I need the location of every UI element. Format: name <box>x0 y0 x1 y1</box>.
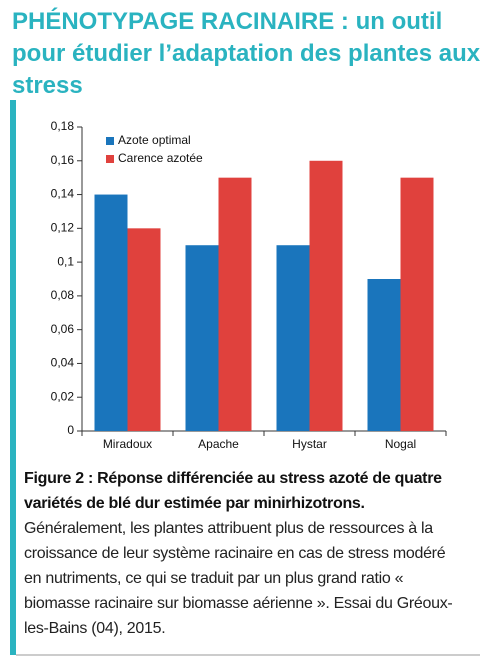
caption: Figure 2 : Réponse différenciée au stres… <box>24 466 464 641</box>
title-lead: PHÉNOTYPAGE RACINAIRE : <box>12 8 349 35</box>
y-tick-label: 0,16 <box>51 153 75 167</box>
bar <box>94 194 128 431</box>
title-rest: un outil pour étudier l’adaptation des p… <box>12 8 481 99</box>
caption-text: Généralement, les plantes attribuent plu… <box>24 520 453 637</box>
x-tick-label: Miradoux <box>103 437 152 451</box>
bar <box>367 279 401 431</box>
bar <box>127 228 161 431</box>
y-tick-label: 0 <box>67 423 74 437</box>
y-tick-label: 0,1 <box>57 254 74 268</box>
bar <box>185 245 219 431</box>
x-tick-label: Apache <box>198 437 239 451</box>
title: PHÉNOTYPAGE RACINAIRE : un outil pour ét… <box>12 6 484 102</box>
caption-label: Figure 2 : <box>24 470 94 487</box>
y-tick-label: 0,02 <box>51 389 75 403</box>
bar <box>276 245 310 431</box>
bar <box>309 160 343 431</box>
y-tick-label: 0,08 <box>51 288 75 302</box>
legend-label: Carence azotée <box>118 151 203 165</box>
legend-swatch <box>106 137 114 145</box>
x-tick-label: Nogal <box>385 437 416 451</box>
x-tick-label: Hystar <box>292 437 327 451</box>
bar <box>218 177 252 431</box>
y-tick-label: 0,14 <box>51 187 75 201</box>
y-tick-label: 0,18 <box>51 119 75 133</box>
legend-swatch <box>106 155 114 163</box>
bar <box>400 177 434 431</box>
y-tick-label: 0,04 <box>51 356 75 370</box>
caption-title: Réponse différenciée au stress azoté de … <box>24 470 442 512</box>
y-tick-label: 0,12 <box>51 221 75 235</box>
side-bar <box>10 100 16 655</box>
legend-label: Azote optimal <box>118 133 191 147</box>
y-tick-label: 0,06 <box>51 322 75 336</box>
